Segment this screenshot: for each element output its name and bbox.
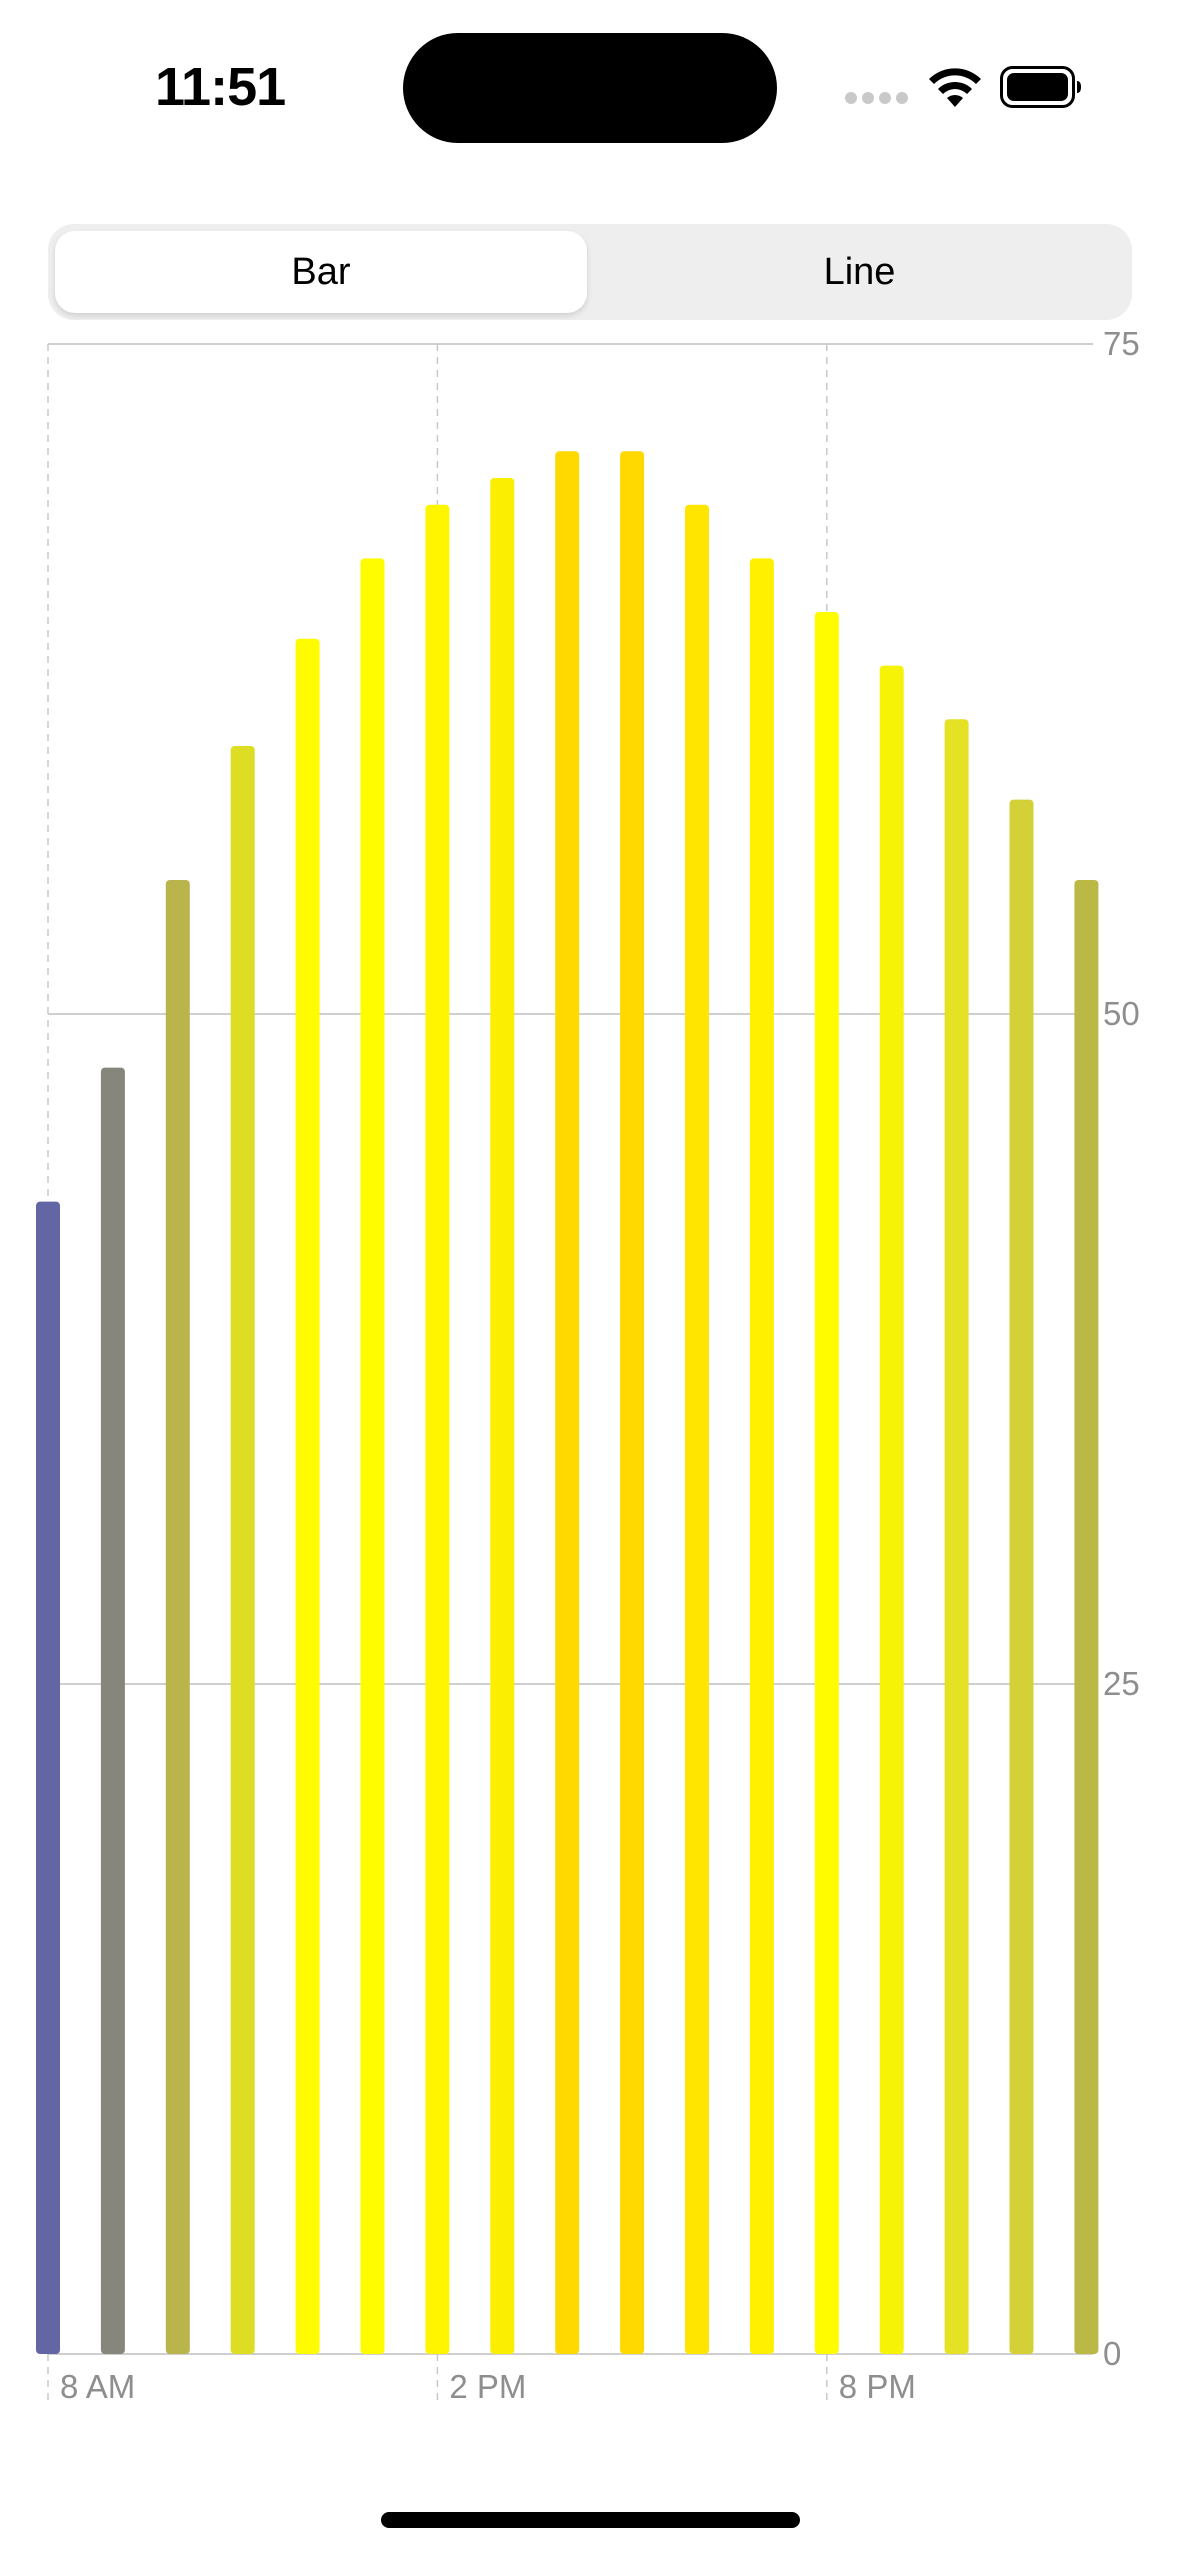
bar-4-pm: [555, 451, 580, 2355]
home-indicator: [381, 2512, 800, 2528]
battery-icon: [1000, 66, 1081, 108]
y-tick-label: 25: [1103, 1665, 1140, 1702]
bar-3-pm: [490, 478, 515, 2354]
cellular-signal-icon: [845, 92, 909, 108]
x-tick-label: 8 PM: [839, 2368, 916, 2405]
x-tick-label: 8 AM: [60, 2368, 135, 2405]
y-tick-label: 75: [1103, 330, 1140, 362]
bar-9-pm: [879, 665, 904, 2354]
y-tick-label: 50: [1103, 995, 1140, 1032]
bar-12-pm: [295, 638, 320, 2354]
bar-9-am: [100, 1067, 125, 2354]
bar-8-pm: [814, 612, 839, 2354]
bar-chart: 0 25 50 75 8 AM 2 PM 8 PM: [36, 330, 1140, 2405]
bar-11-pm: [1009, 799, 1034, 2354]
dynamic-island: [403, 33, 777, 143]
bar-2-pm: [425, 504, 450, 2354]
bar-10-pm: [944, 719, 969, 2355]
bar-5-pm: [620, 451, 645, 2355]
y-tick-label: 0: [1103, 2335, 1121, 2372]
bar-6-pm: [685, 504, 709, 2354]
segment-bar[interactable]: Bar: [55, 231, 587, 313]
chart-type-picker[interactable]: Bar Line: [48, 224, 1132, 320]
bar-12-am: [1074, 880, 1099, 2354]
bar-10-am: [165, 880, 190, 2354]
status-bar: 11:51: [0, 0, 1179, 180]
bar-1-pm: [360, 558, 385, 2354]
x-tick-label: 2 PM: [449, 2368, 526, 2405]
bar-7-pm: [749, 558, 774, 2354]
wifi-icon: [929, 68, 981, 107]
status-time: 11:51: [155, 57, 286, 117]
bar-11-am: [230, 746, 255, 2354]
bar-8-am: [36, 1201, 60, 2354]
segment-line[interactable]: Line: [823, 250, 896, 293]
